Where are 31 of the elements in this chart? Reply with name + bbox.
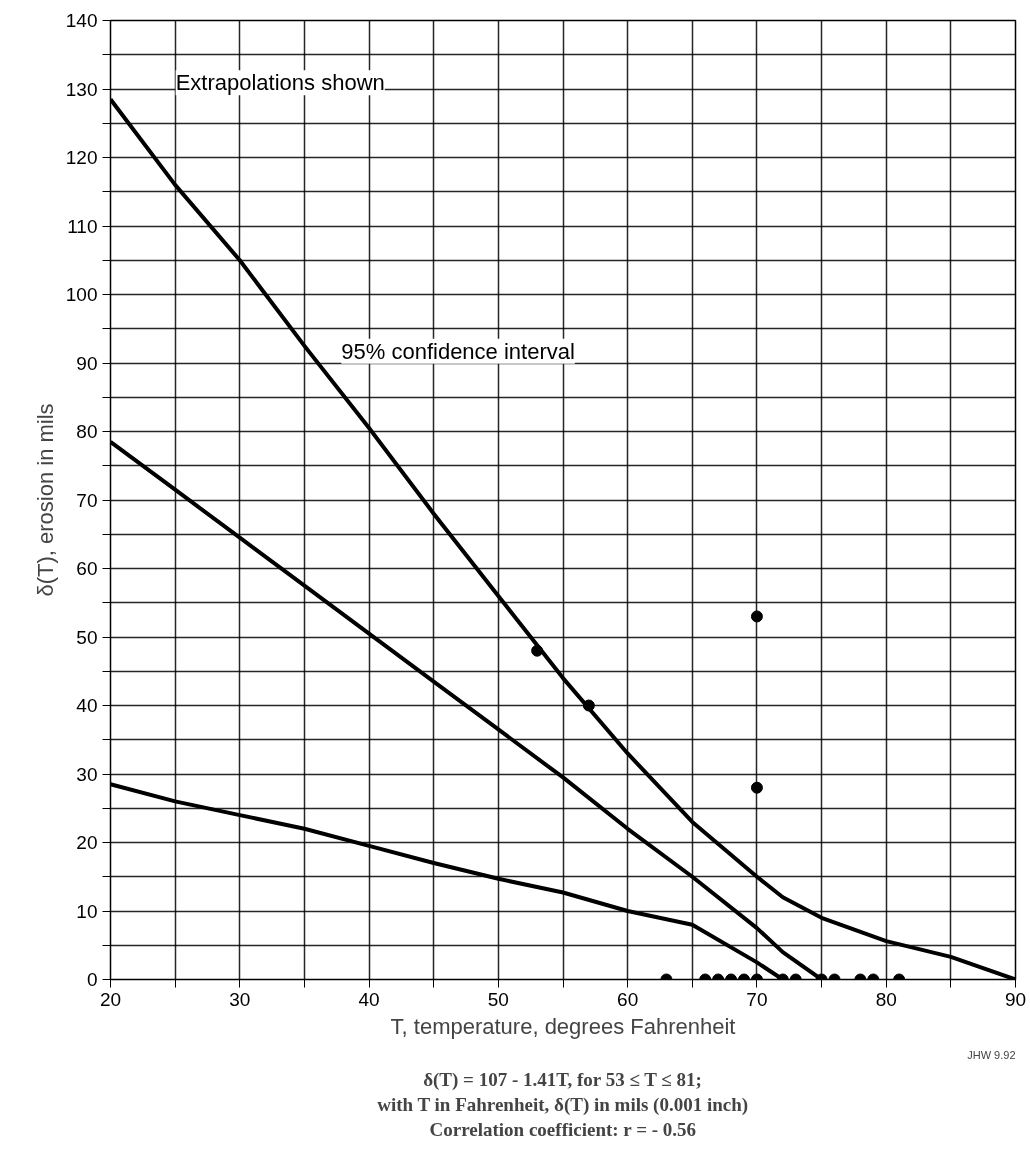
y-tick-label: 110 — [67, 215, 98, 237]
y-tick-label: 10 — [76, 900, 98, 922]
annotation: Extrapolations shown — [175, 70, 385, 96]
y-tick-label: 90 — [76, 352, 98, 374]
x-tick-label: 60 — [617, 988, 639, 1010]
x-tick-label: 70 — [746, 988, 768, 1010]
text: Correlation coefficient: r = - 0.56 — [429, 1118, 697, 1140]
y-tick-label: 60 — [76, 558, 98, 579]
y-tick-label: 30 — [76, 763, 98, 785]
y-tick-label: 20 — [76, 832, 98, 853]
y-tick-label: 100 — [65, 284, 98, 305]
x-axis-title: T, temperature, degrees Fahrenheit — [390, 1013, 736, 1039]
y-tick-label: 120 — [65, 147, 98, 168]
text: with T in Fahrenheit, δ(T) in mils (0.001 inch) — [377, 1093, 749, 1116]
text: δ(T) = 107 - 1.41T, for 53 ≤ T ≤ 81; — [423, 1068, 702, 1091]
x-tick-label: 40 — [358, 988, 380, 1010]
x-tick-label: 30 — [229, 988, 251, 1010]
y-tick-label: 40 — [76, 695, 98, 716]
x-tick-label: 80 — [875, 988, 897, 1010]
text: JHW 9.92 — [967, 1048, 1016, 1061]
y-tick-label: 0 — [86, 969, 98, 990]
y-tick-label: 70 — [76, 489, 98, 511]
y-tick-label: 80 — [76, 421, 98, 442]
y-tick-label: 140 — [65, 10, 98, 31]
y-tick-label: 130 — [65, 78, 98, 100]
y-axis-title: δ(T), erosion in mils — [32, 403, 58, 597]
x-tick-label: 20 — [99, 988, 122, 1010]
y-tick-label: 50 — [76, 626, 98, 648]
annotation: 95% confidence interval — [341, 338, 575, 364]
x-tick-label: 50 — [487, 988, 509, 1010]
x-tick-label: 90 — [1004, 988, 1027, 1010]
